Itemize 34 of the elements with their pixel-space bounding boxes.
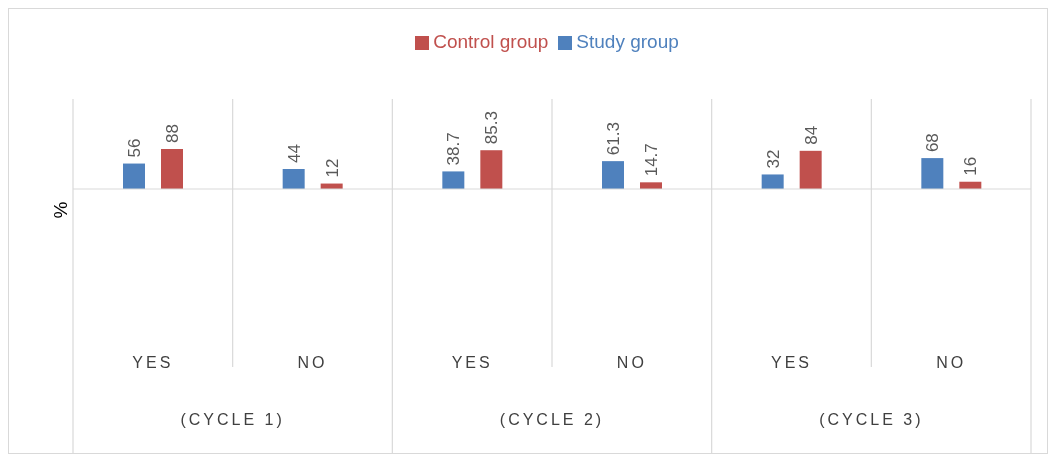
bar: [442, 171, 465, 189]
data-label: 44: [284, 144, 304, 163]
bar: [640, 182, 662, 189]
x-tick-label: NO: [616, 354, 647, 371]
data-label: 16: [961, 156, 981, 176]
bar: [761, 174, 784, 189]
data-label: 38.7: [444, 132, 464, 166]
data-label: 14.7: [642, 143, 661, 177]
x-tick-label: YES: [132, 354, 174, 371]
data-label: 85.3: [482, 111, 502, 145]
data-label: 61.3: [604, 122, 623, 156]
data-label: 84: [801, 125, 821, 145]
y-axis-title: %: [50, 201, 73, 219]
data-label: 12: [322, 158, 342, 178]
bar: [799, 150, 822, 189]
text: (CYCLE 1): [180, 411, 285, 428]
bar: [282, 169, 305, 189]
data-label: 88: [163, 124, 182, 143]
bar: [123, 163, 145, 189]
x-tick-label: NO: [297, 354, 328, 371]
legend-label: Study group: [576, 31, 679, 52]
data-label: 32: [763, 149, 783, 169]
text: (CYCLE 2): [499, 411, 605, 428]
data-label: 56: [125, 138, 144, 158]
bar: [161, 149, 183, 189]
bar: [921, 158, 944, 189]
bar: [602, 161, 624, 189]
x-tick-label: NO: [936, 354, 967, 371]
x-tick-label: YES: [770, 354, 813, 371]
x-tick-label: YES: [451, 354, 493, 371]
data-label: 68: [923, 133, 943, 153]
legend-label: Control group: [433, 31, 549, 52]
bar: [480, 150, 503, 189]
text: (CYCLE 3): [819, 411, 924, 428]
